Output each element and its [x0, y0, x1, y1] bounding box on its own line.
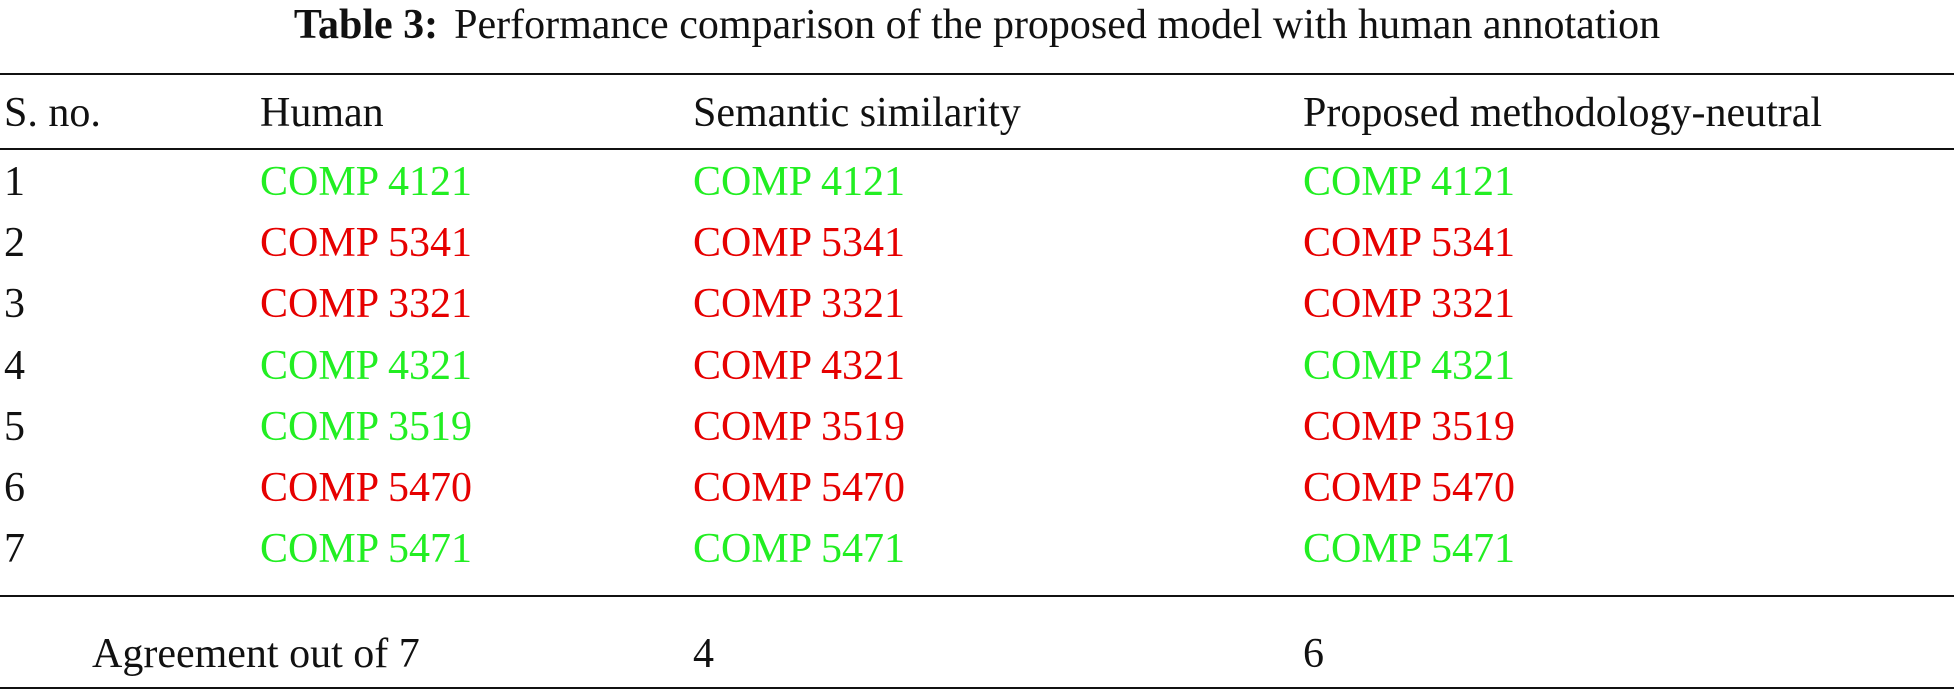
cell-proposed-methodology: COMP 3321	[1303, 281, 1515, 328]
cell-proposed-methodology: COMP 4121	[1303, 159, 1515, 205]
header-proposed-methodology: Proposed methodology-neutral	[1303, 90, 1823, 136]
header-sno: S. no.	[4, 90, 101, 136]
footer-agreement-label: Agreement out of 7	[92, 631, 420, 677]
cell-semantic-similarity: COMP 5471	[693, 526, 905, 573]
table-row: 6 COMP 5470 COMP 5470 COMP 5470	[0, 463, 1954, 524]
header-semantic-similarity: Semantic similarity	[693, 90, 1021, 136]
cell-proposed-methodology: COMP 4321	[1303, 342, 1515, 389]
cell-sno: 5	[4, 403, 25, 450]
cell-sno: 4	[4, 342, 25, 389]
cell-sno: 3	[4, 281, 25, 328]
end-rule	[0, 687, 1954, 689]
header-human: Human	[260, 90, 384, 136]
cell-human: COMP 3519	[260, 403, 472, 450]
table-row: 1 COMP 4121 COMP 4121 COMP 4121	[0, 157, 1954, 218]
table-row: 3 COMP 3321 COMP 3321 COMP 3321	[0, 279, 1954, 340]
cell-proposed-methodology: COMP 5471	[1303, 526, 1515, 573]
table-row: 2 COMP 5341 COMP 5341 COMP 5341	[0, 218, 1954, 279]
table-row: 7 COMP 5471 COMP 5471 COMP 5471	[0, 524, 1954, 585]
cell-semantic-similarity: COMP 4321	[693, 342, 905, 389]
table-caption: Table 3: Performance comparison of the pr…	[0, 0, 1954, 60]
cell-sno: 2	[4, 220, 25, 267]
cell-proposed-methodology: COMP 5470	[1303, 465, 1515, 511]
caption-label: Table 3:	[293, 2, 439, 48]
footer-proposed-agreement: 6	[1303, 631, 1324, 677]
cell-human: COMP 5471	[260, 526, 472, 573]
cell-human: COMP 3321	[260, 281, 472, 328]
cell-human: COMP 4321	[260, 342, 472, 389]
cell-sno: 1	[4, 159, 25, 205]
footer-semantic-agreement: 4	[693, 631, 714, 677]
cell-semantic-similarity: COMP 3321	[693, 281, 905, 328]
cell-semantic-similarity: COMP 4121	[693, 159, 905, 205]
bottom-rule	[0, 595, 1954, 597]
cell-proposed-methodology: COMP 3519	[1303, 403, 1515, 450]
cell-semantic-similarity: COMP 5341	[693, 220, 905, 267]
cell-sno: 7	[4, 526, 25, 573]
header-rule	[0, 148, 1954, 150]
table-row: 4 COMP 4321 COMP 4321 COMP 4321	[0, 341, 1954, 402]
table-row: 5 COMP 3519 COMP 3519 COMP 3519	[0, 402, 1954, 463]
cell-human: COMP 5341	[260, 220, 472, 267]
cell-human: COMP 4121	[260, 159, 472, 205]
cell-sno: 6	[4, 465, 25, 511]
cell-proposed-methodology: COMP 5341	[1303, 220, 1515, 267]
cell-human: COMP 5470	[260, 465, 472, 511]
top-rule	[0, 73, 1954, 75]
cell-semantic-similarity: COMP 3519	[693, 403, 905, 450]
caption-text: Performance comparison of the proposed m…	[454, 2, 1661, 48]
cell-semantic-similarity: COMP 5470	[693, 465, 905, 511]
